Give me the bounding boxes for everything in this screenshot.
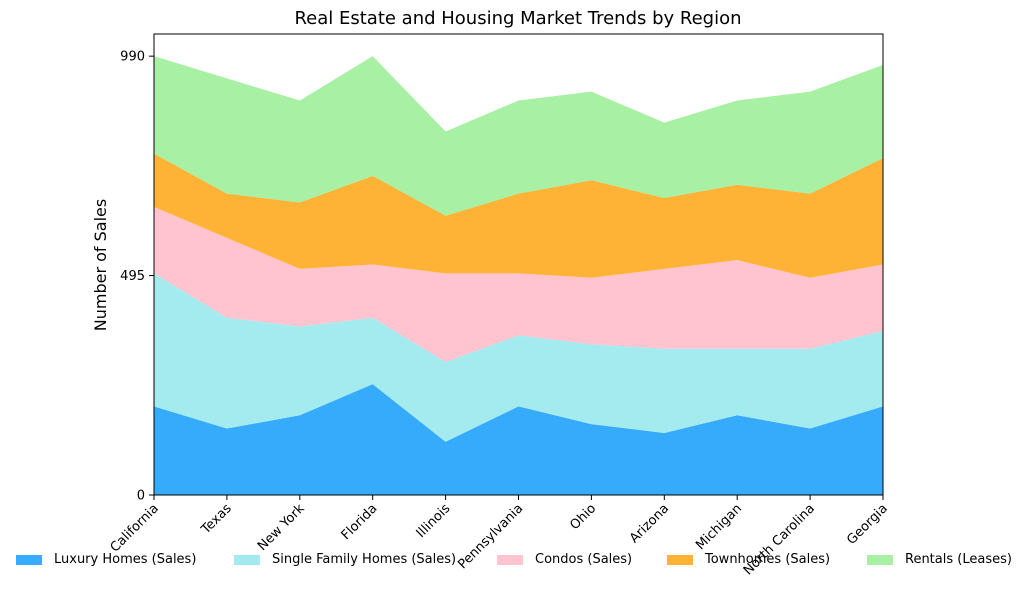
legend-label: Luxury Homes (Sales) (54, 552, 197, 567)
legend-label: Rentals (Leases) (905, 552, 1012, 567)
y-axis-label: Number of Sales (91, 199, 110, 331)
x-tick-label: Arizona (627, 501, 672, 546)
x-tick-label: Michigan (693, 501, 745, 553)
legend-swatch (234, 554, 260, 565)
area-series-2 (154, 206, 883, 363)
legend-item-0: Luxury Homes (Sales) (16, 552, 196, 567)
y-tick-label: 0 (137, 489, 145, 504)
x-tick-label: Texas (198, 501, 235, 538)
legend-item-1: Single Family Homes (Sales) (234, 552, 456, 567)
legend-swatch (667, 554, 693, 565)
area-series-3 (154, 153, 883, 278)
x-tick-label: Ohio (567, 501, 599, 533)
x-tick-label: Georgia (844, 501, 891, 548)
y-axis: 0 495 990 (120, 50, 154, 504)
chart-title: Real Estate and Housing Market Trends by… (294, 8, 741, 29)
area-series-1 (154, 273, 883, 442)
x-tick-label: Florida (339, 501, 381, 543)
legend-item-2: Condos (Sales) (497, 552, 632, 567)
y-tick-label: 990 (120, 50, 145, 65)
legend: Luxury Homes (Sales) Single Family Homes … (0, 548, 1035, 574)
legend-label: Condos (Sales) (535, 552, 633, 567)
x-tick-label: Illinois (414, 501, 454, 541)
legend-swatch (16, 554, 42, 565)
legend-swatch (497, 554, 523, 565)
area-series-0 (154, 384, 883, 495)
y-tick-label: 495 (120, 269, 145, 284)
legend-item-3: Townhomes (Sales) (667, 552, 830, 567)
legend-swatch (867, 554, 893, 565)
legend-label: Single Family Homes (Sales) (272, 552, 457, 567)
x-tick-label: New York (255, 501, 308, 554)
legend-label: Townhomes (Sales) (705, 552, 831, 567)
legend-item-4: Rentals (Leases) (867, 552, 1012, 567)
area-layers (154, 56, 883, 495)
area-series-4 (154, 56, 883, 216)
